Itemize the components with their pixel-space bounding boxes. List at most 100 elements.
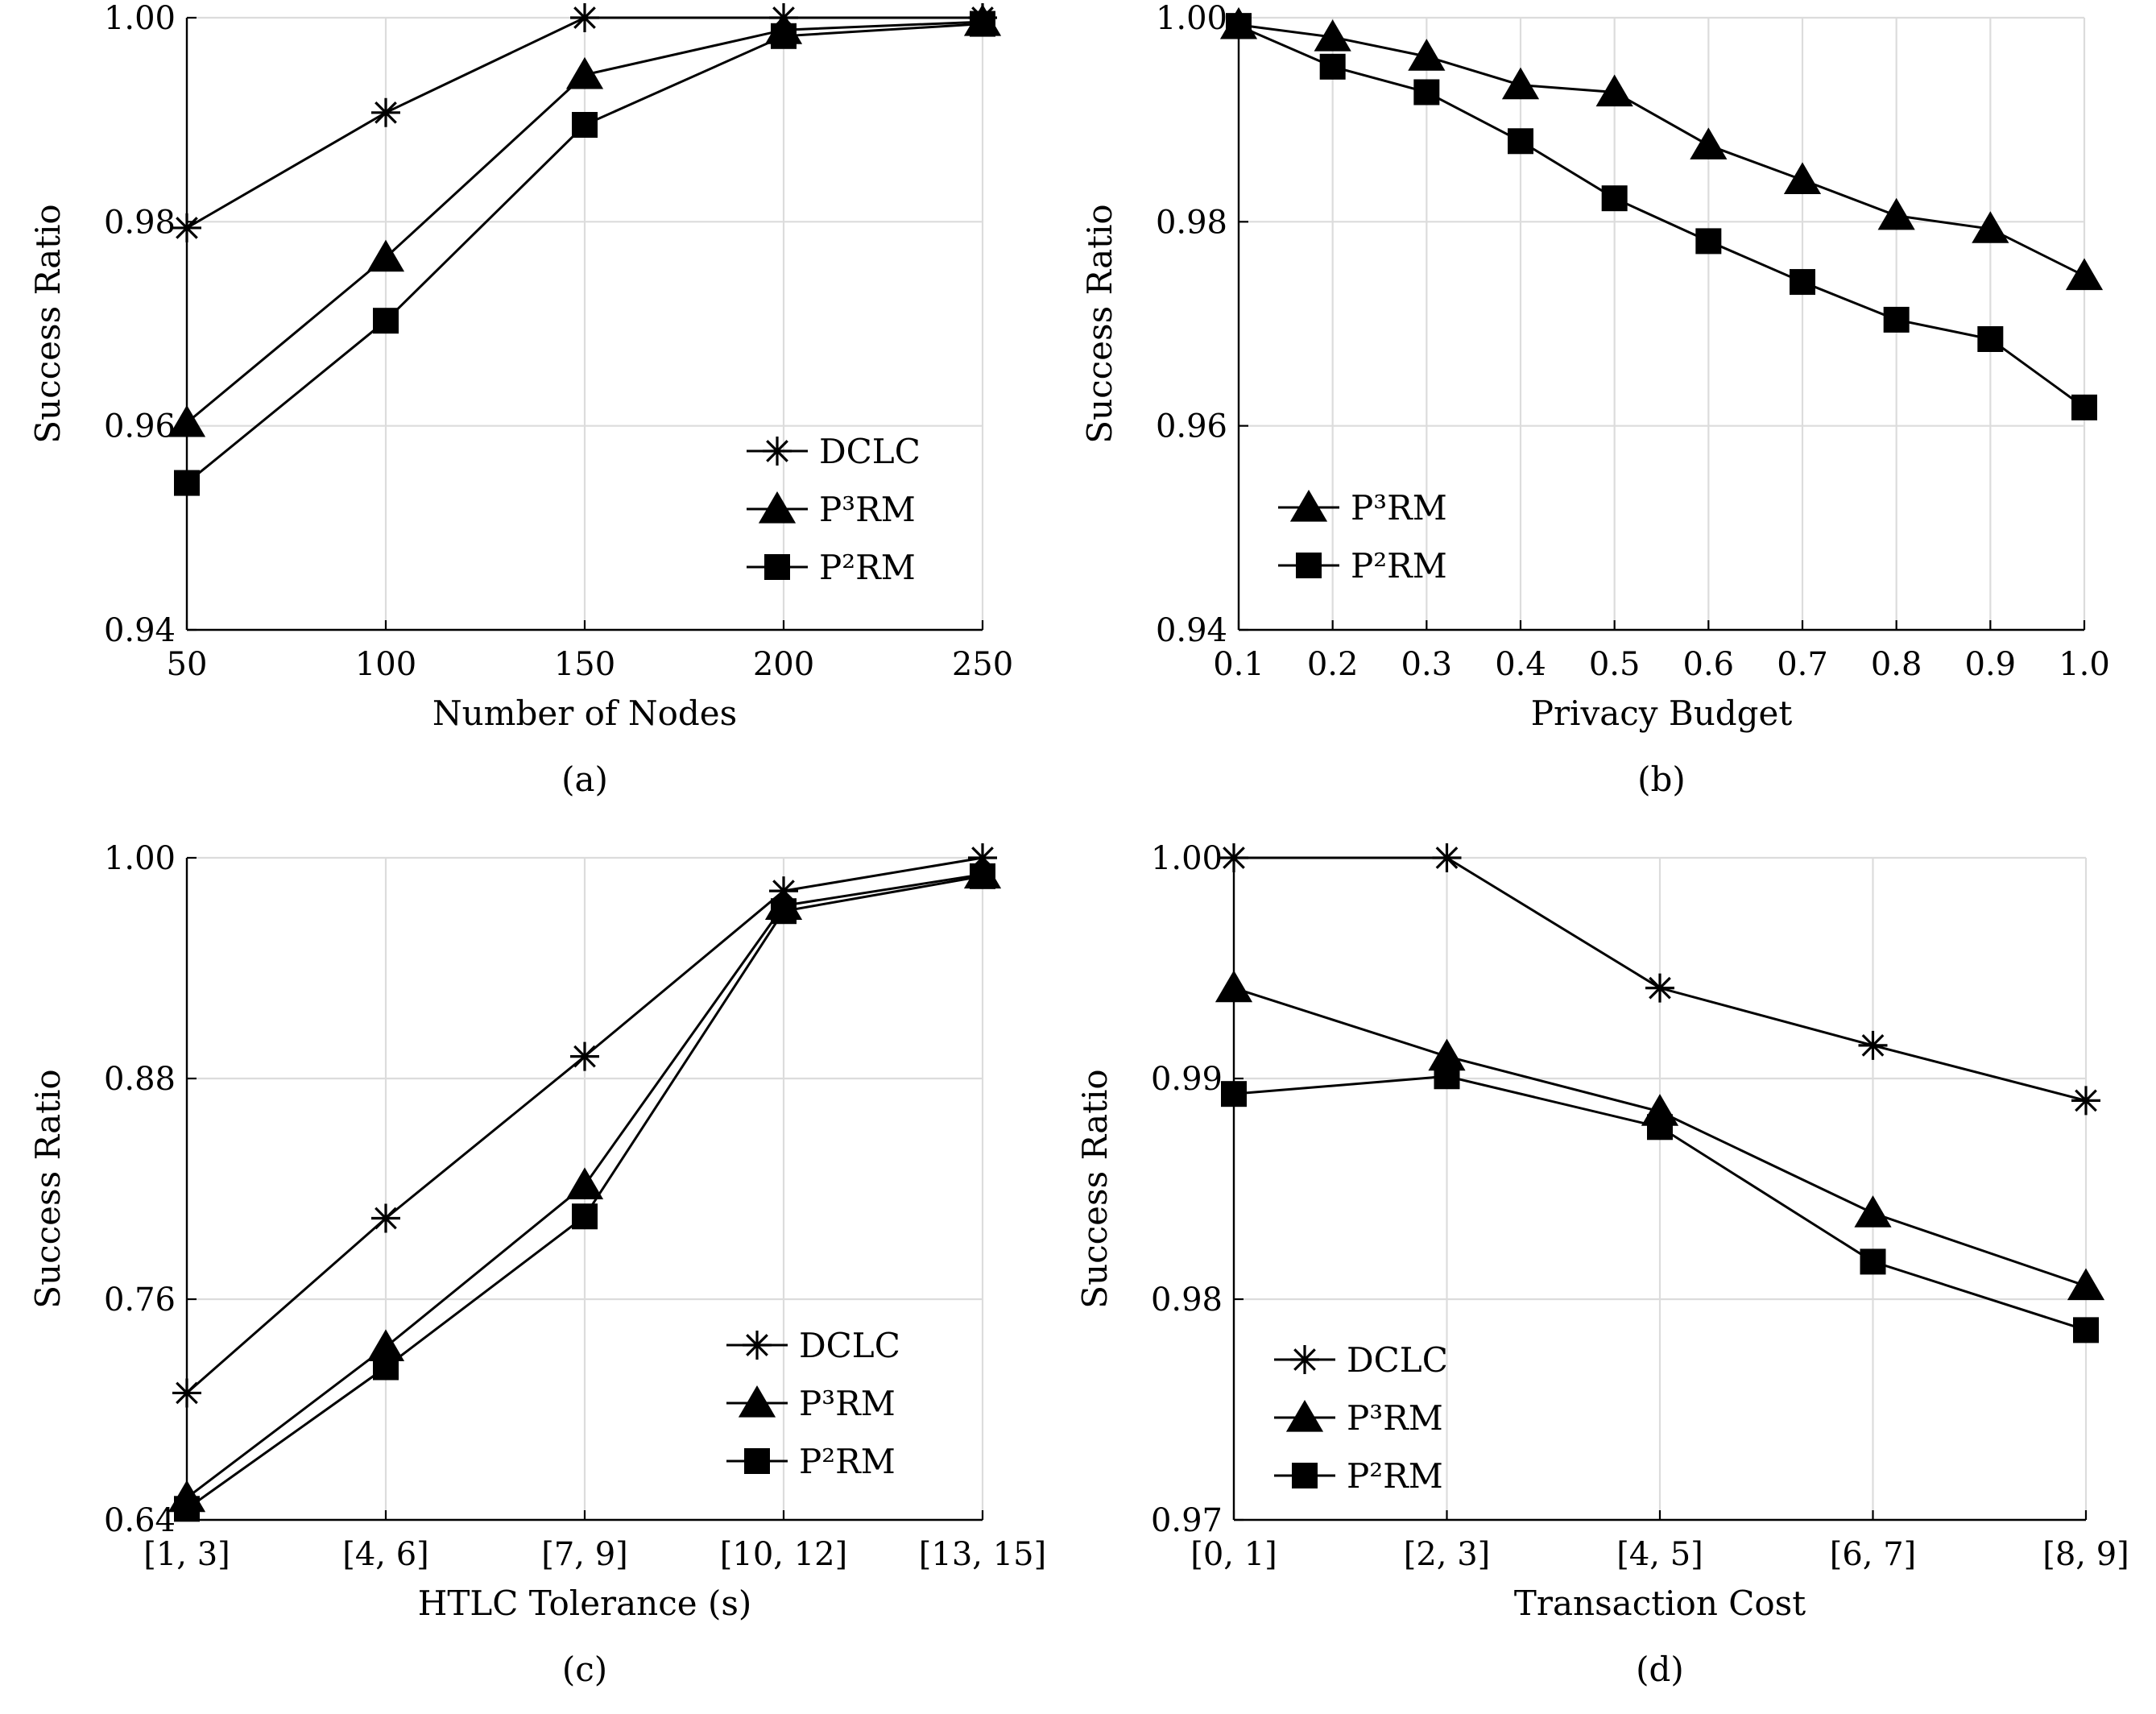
x-tick-label: [1, 3] xyxy=(143,1536,230,1573)
x-tick-label: [7, 9] xyxy=(541,1536,628,1573)
data-point xyxy=(1508,128,1533,155)
data-point xyxy=(366,1329,405,1361)
x-tick-label: 100 xyxy=(355,646,416,683)
y-tick-label: 0.96 xyxy=(104,408,176,445)
y-tick-label: 1.00 xyxy=(104,840,176,877)
data-point xyxy=(168,404,206,437)
data-point xyxy=(565,56,604,89)
data-point xyxy=(2067,1268,2105,1301)
y-tick-label: 0.97 xyxy=(1151,1502,1223,1539)
data-point xyxy=(371,1203,400,1233)
x-tick-label: 1.0 xyxy=(2059,646,2110,683)
data-point xyxy=(1883,306,1910,333)
legend-marker xyxy=(1296,553,1322,578)
legend-marker xyxy=(1285,1400,1324,1432)
x-axis-label: Privacy Budget xyxy=(1531,693,1793,733)
data-point xyxy=(1595,74,1633,107)
data-point xyxy=(1314,19,1351,52)
data-point xyxy=(1854,1195,1892,1228)
data-point xyxy=(1226,13,1252,39)
caption: (d) xyxy=(1636,1650,1684,1689)
legend-label: P²RM xyxy=(819,548,916,587)
data-point xyxy=(1690,127,1728,159)
data-point xyxy=(2065,258,2104,291)
legend-label: P³RM xyxy=(819,490,916,529)
x-axis-label: HTLC Tolerance (s) xyxy=(418,1584,752,1623)
series-p3rm xyxy=(1219,6,2104,291)
legend-marker xyxy=(744,1448,770,1474)
series-line xyxy=(1238,23,2085,277)
x-tick-label: 0.9 xyxy=(1965,646,2017,683)
x-tick-label: 0.8 xyxy=(1871,646,1922,683)
data-point xyxy=(172,1378,201,1408)
legend-marker xyxy=(1289,490,1328,522)
y-tick-label: 0.99 xyxy=(1151,1061,1223,1098)
y-axis-label: Success Ratio xyxy=(1075,1069,1115,1308)
data-point xyxy=(172,213,201,242)
chart-a: 50 100 150 200 250 0.94 0.96 0.98 1.00 Number of … xyxy=(28,0,1013,799)
data-point xyxy=(1413,79,1440,106)
caption: (c) xyxy=(562,1650,607,1689)
y-tick-label: 0.94 xyxy=(104,612,176,649)
data-point xyxy=(1858,1030,1888,1060)
x-tick-label: [2, 3] xyxy=(1404,1536,1491,1573)
series-dclc xyxy=(1219,843,2100,1116)
series-line xyxy=(1238,24,2085,409)
data-point xyxy=(572,112,598,138)
data-point xyxy=(1601,185,1628,212)
legend-label: P²RM xyxy=(799,1442,896,1481)
x-tick-label: [0, 1] xyxy=(1190,1536,1277,1573)
y-tick-label: 0.98 xyxy=(104,204,176,241)
chart-c: [1, 3] [4, 6] [7, 9] [10, 12] [13, 15] 0.64 0.… xyxy=(28,840,1046,1689)
data-point xyxy=(572,1203,598,1230)
data-point xyxy=(1432,843,1462,872)
series-p2rm xyxy=(1221,1063,2099,1343)
y-tick-label: 0.76 xyxy=(104,1281,176,1319)
data-point xyxy=(1501,67,1540,100)
legend-marker xyxy=(743,1331,772,1360)
x-tick-label: [6, 7] xyxy=(1830,1536,1917,1573)
y-tick-label: 1.00 xyxy=(104,0,176,37)
legend-c: DCLC P³RM P²RM xyxy=(726,1326,900,1481)
x-axis-label: Number of Nodes xyxy=(432,693,737,733)
y-axis-label: Success Ratio xyxy=(1080,204,1119,443)
legend-d: DCLC P³RM P²RM xyxy=(1274,1340,1448,1496)
x-tick-label: [13, 15] xyxy=(919,1536,1046,1573)
x-tick-label: 0.2 xyxy=(1307,646,1359,683)
data-point xyxy=(565,1167,604,1200)
x-tick-label: 0.3 xyxy=(1401,646,1453,683)
x-tick-label: [10, 12] xyxy=(720,1536,847,1573)
caption: (a) xyxy=(561,760,608,799)
legend-label: DCLC xyxy=(799,1326,900,1365)
legend-label: P³RM xyxy=(1347,1398,1443,1438)
data-point xyxy=(570,3,599,32)
legend-marker xyxy=(1292,1463,1318,1488)
legend-label: DCLC xyxy=(819,432,921,471)
data-point xyxy=(1434,1063,1460,1090)
data-point xyxy=(1428,1038,1466,1071)
x-tick-label: [4, 6] xyxy=(342,1536,429,1573)
data-point xyxy=(771,898,797,925)
data-point xyxy=(1695,228,1722,255)
data-point xyxy=(1783,162,1822,194)
data-point xyxy=(1221,1081,1247,1107)
grid-b xyxy=(1237,16,2086,631)
data-point xyxy=(1219,843,1248,872)
legend-label: P³RM xyxy=(1351,488,1447,528)
legend-label: DCLC xyxy=(1347,1340,1448,1380)
x-tick-label: 0.7 xyxy=(1777,646,1828,683)
chart-d: [0, 1] [2, 3] [4, 5] [6, 7] [8, 9] 0.97 0.98 0.… xyxy=(1075,840,2129,1689)
x-tick-label: 0.4 xyxy=(1495,646,1546,683)
legend-label: P²RM xyxy=(1351,546,1447,586)
x-tick-label: 0.1 xyxy=(1213,646,1264,683)
data-point xyxy=(174,470,200,496)
x-tick-label: 150 xyxy=(554,646,615,683)
x-tick-label: 0.6 xyxy=(1683,646,1735,683)
y-tick-label: 1.00 xyxy=(1156,0,1227,37)
legend-marker xyxy=(1290,1345,1319,1374)
y-tick-label: 0.98 xyxy=(1156,204,1227,241)
legend-label: P³RM xyxy=(799,1384,896,1423)
data-point xyxy=(1215,970,1253,1003)
data-point xyxy=(1977,326,2004,352)
data-point xyxy=(771,23,797,49)
